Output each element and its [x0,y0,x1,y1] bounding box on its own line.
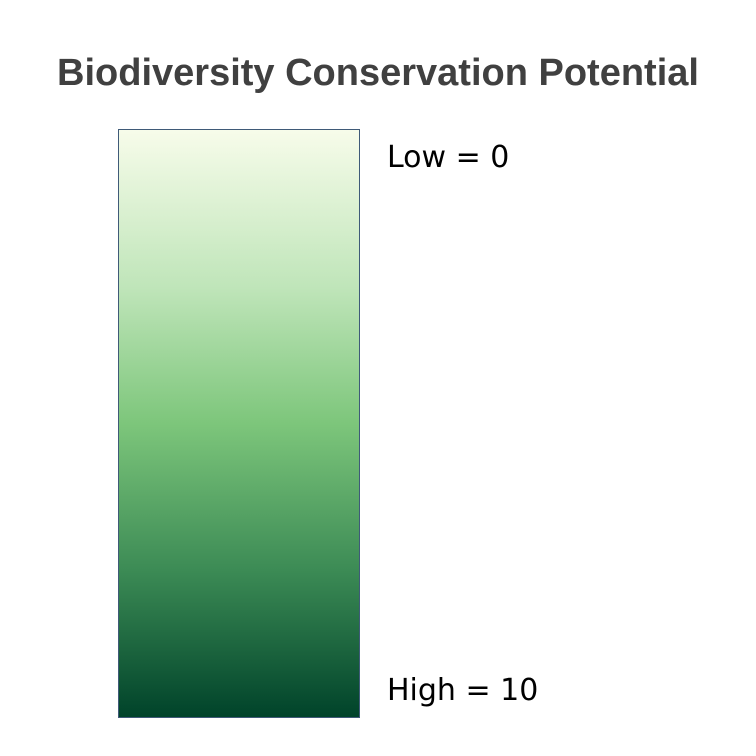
legend-title: Biodiversity Conservation Potential [57,52,699,94]
high-value-label: High = 10 [387,673,539,708]
low-value-label: Low = 0 [387,140,510,175]
color-gradient-bar [118,129,360,718]
